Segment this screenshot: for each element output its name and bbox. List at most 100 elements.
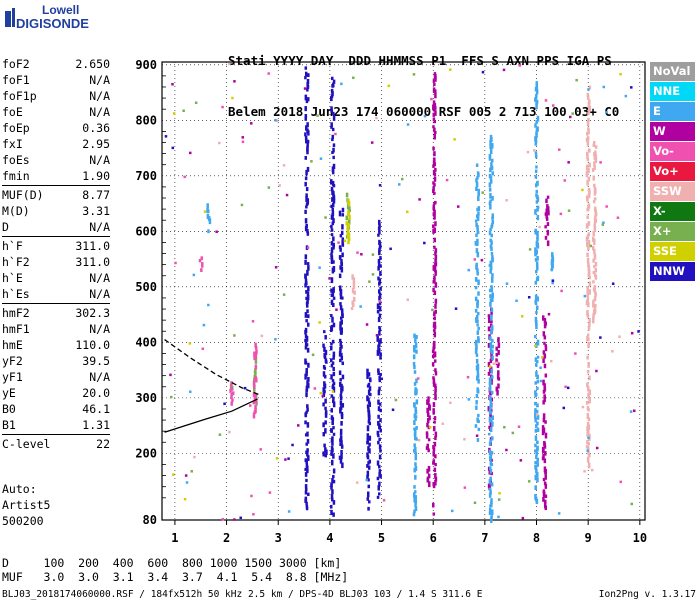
echo-point-e — [491, 255, 494, 261]
echo-point-w — [434, 130, 437, 135]
echo-point-w — [433, 278, 436, 284]
scatter-echo — [343, 239, 347, 243]
echo-point-e — [490, 285, 493, 289]
echo-point-ssw — [587, 176, 591, 182]
echo-point-nnw — [378, 386, 381, 391]
echo-point-nnw — [341, 296, 344, 300]
echo-point-e — [490, 451, 494, 455]
echo-point-w — [431, 354, 435, 359]
echo-point-ssw — [591, 245, 595, 251]
scatter-echo — [601, 223, 605, 226]
scatter-echo — [624, 94, 628, 98]
echo-point-e — [413, 365, 416, 370]
echo-point-ssw — [588, 269, 591, 276]
scatter-echo — [252, 513, 255, 516]
echo-point-nnw — [378, 492, 381, 496]
param-row: foE N/A — [2, 104, 110, 120]
echo-point-w — [490, 378, 493, 385]
param-value: 311.0 — [75, 255, 110, 269]
echo-point-nnw — [305, 169, 308, 176]
echo-point-e — [534, 183, 538, 188]
echo-point-w — [433, 340, 436, 347]
echo-point-nnw — [339, 457, 343, 464]
echo-point-x+ — [253, 387, 256, 392]
echo-point-nnw — [378, 469, 382, 475]
echo-point-w — [434, 106, 437, 110]
echo-point-e — [488, 385, 492, 392]
echo-point-nnw — [330, 224, 333, 229]
scatter-echo — [563, 179, 567, 182]
echo-point-nnw — [305, 450, 308, 455]
echo-point-e — [412, 361, 416, 366]
echo-point-e — [413, 382, 417, 386]
echo-point-w — [434, 472, 437, 479]
echo-point-w — [434, 167, 437, 172]
scatter-echo — [250, 494, 253, 498]
echo-point-nnw — [332, 155, 335, 160]
scatter-echo — [539, 366, 542, 369]
echo-point-w — [432, 170, 436, 175]
echo-point-x+ — [348, 219, 351, 225]
x-tick-label: 4 — [326, 531, 333, 545]
echo-point-w — [433, 82, 436, 87]
echo-point-e — [491, 509, 494, 516]
echo-point-ssw — [351, 287, 355, 294]
echo-point-e — [534, 247, 537, 253]
echo-point-w — [542, 453, 545, 460]
echo-point-e — [534, 401, 537, 406]
scatter-echo — [557, 148, 561, 151]
echo-point-e — [489, 461, 493, 466]
scatter-echo — [248, 404, 252, 407]
echo-point-w — [543, 445, 547, 449]
scatter-echo — [297, 424, 300, 427]
echo-point-e — [476, 438, 480, 442]
echo-point-ssw — [587, 239, 591, 246]
echo-point-nnw — [377, 261, 381, 267]
scatter-echo — [515, 299, 518, 303]
scatter-echo — [583, 470, 586, 473]
echo-point-nnw — [304, 106, 307, 112]
echo-point-ssw — [588, 105, 592, 112]
echo-point-nnw — [377, 485, 381, 491]
echo-point-ssw — [592, 318, 595, 324]
echo-point-w — [542, 477, 546, 482]
scatter-echo — [405, 210, 409, 214]
echo-point-nnw — [331, 436, 334, 441]
echo-point-nnw — [378, 423, 381, 430]
echo-point-nnw — [340, 259, 343, 265]
echo-point-nnw — [304, 260, 307, 265]
echo-point-e — [476, 330, 480, 335]
scatter-echo — [453, 138, 456, 141]
echo-point-e — [535, 471, 539, 478]
echo-point-w — [432, 189, 435, 194]
echo-point-vo- — [252, 391, 256, 397]
echo-point-nnw — [366, 404, 370, 409]
param-row: B1 1.31 — [2, 417, 110, 433]
scatter-echo — [630, 331, 634, 335]
echo-point-nnw — [338, 455, 342, 460]
echo-point-ssw — [586, 151, 589, 157]
echo-point-w — [434, 454, 437, 459]
echo-point-nnw — [330, 345, 333, 351]
echo-point-w — [490, 458, 493, 462]
echo-point-nnw — [330, 122, 333, 128]
echo-point-ssw — [594, 210, 598, 216]
echo-point-nnw — [368, 402, 372, 407]
param-row: h`E N/A — [2, 270, 110, 286]
param-name: D — [2, 220, 9, 234]
echo-point-nnw — [304, 283, 307, 288]
scatter-echo — [243, 386, 247, 390]
echo-point-e — [414, 342, 418, 349]
echo-point-nnw — [305, 137, 308, 144]
echo-point-nnw — [305, 289, 308, 294]
echo-point-nnw — [305, 371, 308, 377]
echo-point-nnw — [306, 347, 310, 353]
scatter-echo — [201, 347, 205, 351]
echo-point-nnw — [377, 370, 380, 376]
echo-point-nnw — [332, 143, 336, 147]
scatter-echo — [202, 323, 206, 327]
legend-entry: SSW — [650, 182, 695, 201]
param-value: 20.0 — [82, 386, 110, 400]
scatter-echo — [233, 334, 236, 337]
echo-point-e — [415, 349, 418, 354]
